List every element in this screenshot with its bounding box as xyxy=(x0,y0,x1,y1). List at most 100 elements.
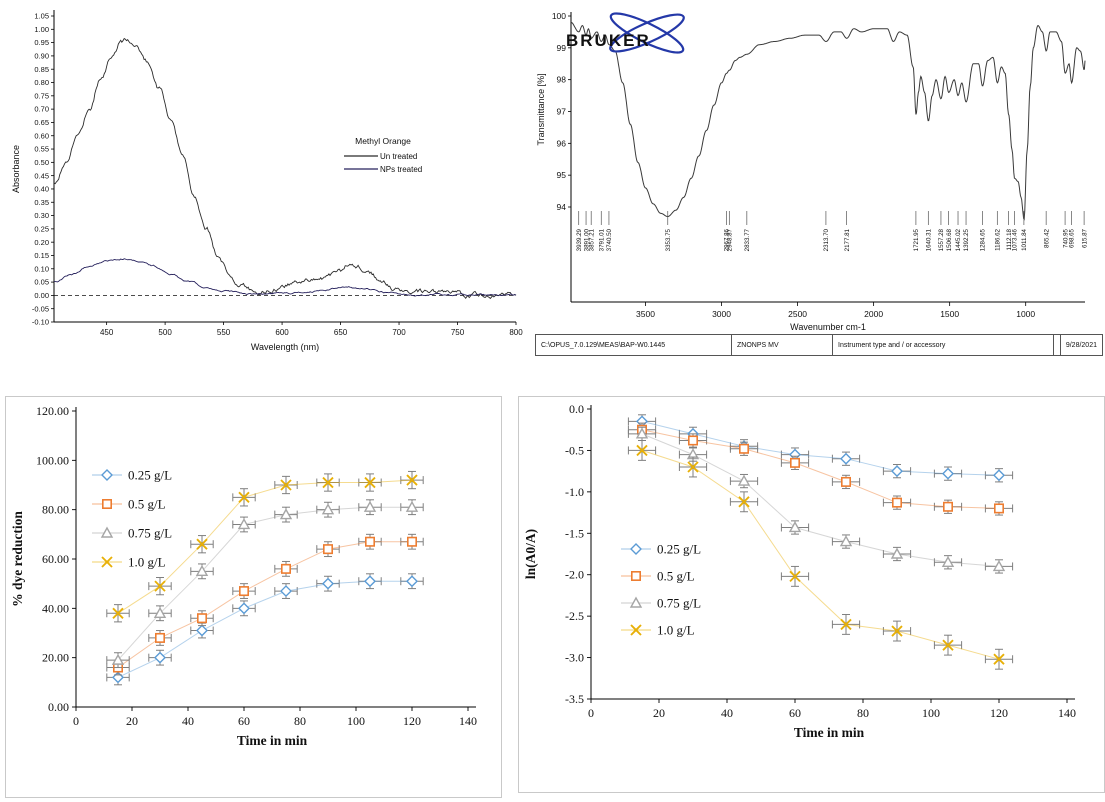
svg-text:3000: 3000 xyxy=(712,309,731,319)
svg-text:3891.00: 3891.00 xyxy=(583,228,590,251)
svg-text:615.87: 615.87 xyxy=(1081,228,1088,247)
svg-text:1557.28: 1557.28 xyxy=(938,228,945,251)
svg-text:0.5 g/L: 0.5 g/L xyxy=(657,569,695,584)
svg-text:0.80: 0.80 xyxy=(34,78,49,87)
svg-text:Methyl Orange: Methyl Orange xyxy=(355,136,411,146)
svg-text:0.00: 0.00 xyxy=(34,291,49,300)
ln-a0a-panel: 0.0 -0.5 -1.0 -1.5 -2.0 -2.5 -3.0 -3.5 0 20 40 60 80… xyxy=(518,396,1105,793)
svg-text:0.65: 0.65 xyxy=(34,118,49,127)
svg-text:0.25 g/L: 0.25 g/L xyxy=(657,542,701,557)
svg-text:500: 500 xyxy=(158,328,172,337)
svg-text:100: 100 xyxy=(347,714,365,728)
svg-text:0.75: 0.75 xyxy=(34,91,49,100)
svg-text:40.00: 40.00 xyxy=(42,601,69,615)
svg-text:698.65: 698.65 xyxy=(1069,228,1076,247)
svg-text:Transmittance [%]: Transmittance [%] xyxy=(536,73,546,145)
svg-text:80: 80 xyxy=(857,706,869,720)
svg-text:1000: 1000 xyxy=(1016,309,1035,319)
svg-text:120: 120 xyxy=(403,714,421,728)
svg-text:0.45: 0.45 xyxy=(34,171,49,180)
svg-text:0.5 g/L: 0.5 g/L xyxy=(128,497,166,512)
svg-text:3740.50: 3740.50 xyxy=(606,228,613,251)
dye-reduction-chart: 0.00 20.00 40.00 60.00 80.00 100.00 120.00 0 20 4… xyxy=(10,404,477,748)
ftir-spectrum-panel: 94 95 96 97 98 99 100 3500 3000 2500 2000 1500 1000 W… xyxy=(533,4,1105,376)
ftir-footer-date: 9/28/2021 xyxy=(1059,335,1102,355)
svg-text:1.00: 1.00 xyxy=(34,25,49,34)
svg-text:94: 94 xyxy=(557,202,567,212)
svg-text:100.00: 100.00 xyxy=(36,453,69,467)
svg-text:0.90: 0.90 xyxy=(34,52,49,61)
svg-text:% dye reduction: % dye reduction xyxy=(10,511,25,607)
svg-text:97: 97 xyxy=(557,107,567,117)
svg-text:Wavelength (nm): Wavelength (nm) xyxy=(251,342,319,352)
svg-text:1445.02: 1445.02 xyxy=(955,228,962,251)
svg-text:1.05: 1.05 xyxy=(34,12,49,21)
svg-text:-2.5: -2.5 xyxy=(565,609,584,623)
svg-text:740.95: 740.95 xyxy=(1062,228,1069,247)
svg-text:-0.5: -0.5 xyxy=(565,443,584,457)
svg-text:40: 40 xyxy=(182,714,194,728)
svg-text:0.10: 0.10 xyxy=(34,264,49,273)
svg-text:0.95: 0.95 xyxy=(34,38,49,47)
svg-text:80.00: 80.00 xyxy=(42,503,69,517)
svg-text:800: 800 xyxy=(509,328,523,337)
svg-text:Time in min: Time in min xyxy=(237,733,308,748)
svg-text:60: 60 xyxy=(789,706,801,720)
bruker-logo: BRUKER xyxy=(566,12,685,54)
svg-text:-0.10: -0.10 xyxy=(32,318,49,327)
svg-text:2833.77: 2833.77 xyxy=(744,228,751,251)
svg-text:20: 20 xyxy=(126,714,138,728)
svg-text:Time in min: Time in min xyxy=(794,725,865,740)
uvvis-spectrum-panel: -0.10 -0.05 0.00 0.05 0.10 0.15 0.20 0.25 0.30 0.… xyxy=(8,4,533,392)
svg-text:0.25: 0.25 xyxy=(34,224,49,233)
svg-text:20.00: 20.00 xyxy=(42,651,69,665)
svg-text:120.00: 120.00 xyxy=(36,404,69,418)
svg-text:120: 120 xyxy=(990,706,1008,720)
svg-text:0.20: 0.20 xyxy=(34,238,49,247)
svg-text:100: 100 xyxy=(552,11,566,21)
svg-text:0: 0 xyxy=(588,706,594,720)
svg-text:1392.25: 1392.25 xyxy=(963,228,970,251)
bruker-orbit-ellipse xyxy=(609,13,685,53)
svg-text:2967.86: 2967.86 xyxy=(724,228,731,251)
svg-text:60: 60 xyxy=(238,714,250,728)
svg-text:0.0: 0.0 xyxy=(569,402,584,416)
svg-text:0.55: 0.55 xyxy=(34,145,49,154)
svg-text:1112.18: 1112.18 xyxy=(1006,228,1013,250)
svg-text:1011.84: 1011.84 xyxy=(1021,228,1028,250)
svg-text:1073.46: 1073.46 xyxy=(1012,228,1019,251)
svg-text:1506.68: 1506.68 xyxy=(946,228,953,251)
svg-text:140: 140 xyxy=(1058,706,1076,720)
svg-text:600: 600 xyxy=(275,328,289,337)
svg-text:NPs treated: NPs treated xyxy=(380,165,422,174)
svg-text:98: 98 xyxy=(557,75,567,85)
svg-text:40: 40 xyxy=(721,706,733,720)
svg-text:0.25 g/L: 0.25 g/L xyxy=(128,468,172,483)
bruker-wordmark: BRUKER xyxy=(566,31,651,50)
svg-text:96: 96 xyxy=(557,138,567,148)
svg-text:2948.87: 2948.87 xyxy=(727,228,734,251)
svg-text:450: 450 xyxy=(100,328,114,337)
svg-text:60.00: 60.00 xyxy=(42,552,69,566)
bruker-orbit-ellipse xyxy=(609,12,685,54)
svg-text:2000: 2000 xyxy=(864,309,883,319)
svg-text:0.70: 0.70 xyxy=(34,105,49,114)
svg-text:3857.21: 3857.21 xyxy=(588,228,595,251)
svg-text:100: 100 xyxy=(922,706,940,720)
svg-text:750: 750 xyxy=(451,328,465,337)
svg-text:2177.81: 2177.81 xyxy=(844,228,851,251)
svg-text:700: 700 xyxy=(392,328,406,337)
ftir-chart: 94 95 96 97 98 99 100 3500 3000 2500 2000 1500 1000 W… xyxy=(536,11,1088,332)
svg-text:-3.0: -3.0 xyxy=(565,651,584,665)
uvvis-chart: -0.10 -0.05 0.00 0.05 0.10 0.15 0.20 0.25 0.30 0.… xyxy=(11,10,523,352)
ftir-footer-bar: C:\OPUS_7.0.129\MEAS\BAP-W0.1445 ZNONPS … xyxy=(535,334,1103,356)
svg-text:0: 0 xyxy=(73,714,79,728)
svg-text:1721.95: 1721.95 xyxy=(913,228,920,251)
ftir-footer-instrument-note: Instrument type and / or accessory xyxy=(833,335,1054,355)
svg-text:0.35: 0.35 xyxy=(34,198,49,207)
svg-text:0.75 g/L: 0.75 g/L xyxy=(657,596,701,611)
svg-text:0.05: 0.05 xyxy=(34,278,49,287)
svg-text:3353.75: 3353.75 xyxy=(665,228,672,251)
ln-a0a-chart: 0.0 -0.5 -1.0 -1.5 -2.0 -2.5 -3.0 -3.5 0 20 40 60 80… xyxy=(523,402,1076,740)
